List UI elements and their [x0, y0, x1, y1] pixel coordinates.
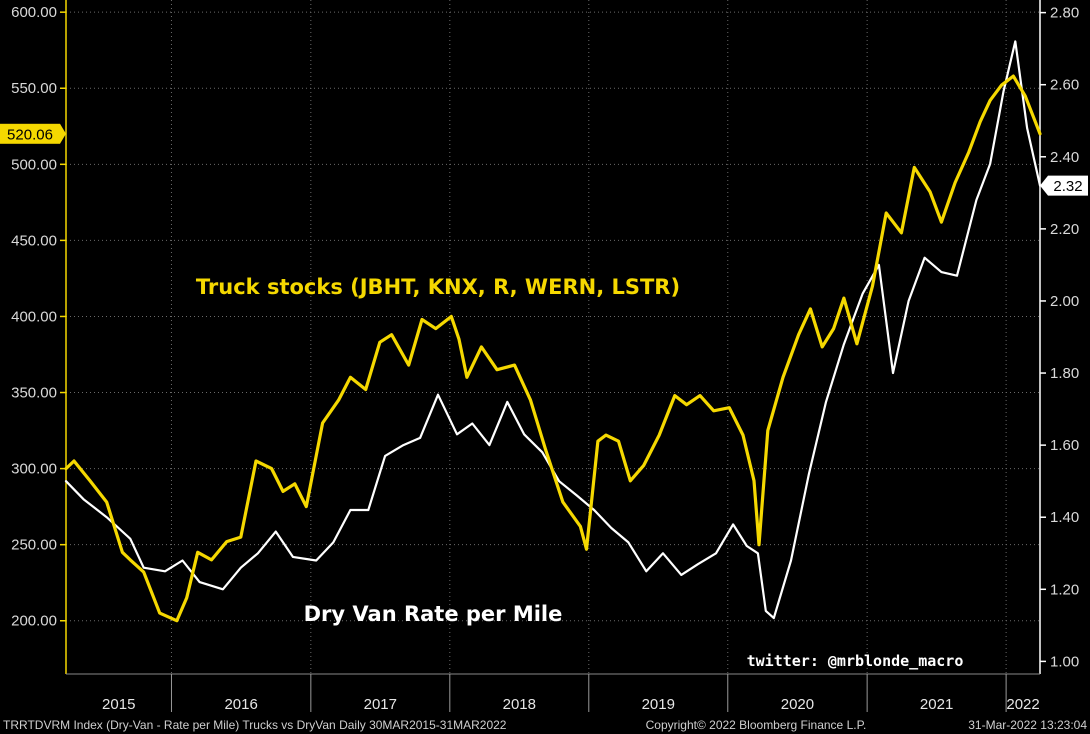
footer-index-description: TRRTDVRM Index (Dry-Van - Rate per Mile)…	[3, 718, 507, 732]
right-tick-label: 2.40	[1050, 149, 1079, 166]
year-tick-label: 2017	[364, 696, 397, 713]
right-axis-ticks: 1.00 1.20 1.40 1.60 1.80 2.00 2.20 2.40 2.60 2.80	[1040, 5, 1079, 670]
truck-stocks-line	[64, 74, 1042, 623]
x-axis-ticks: 2015 2016 2017 2018 2019 2020 2021 2022	[102, 674, 1040, 713]
year-tick-label: 2021	[920, 696, 953, 713]
year-tick-label: 2020	[781, 696, 814, 713]
right-tick-label: 1.60	[1050, 437, 1079, 454]
left-tick-label: 350.00	[11, 385, 57, 402]
right-tick-label: 1.80	[1050, 365, 1079, 382]
footer-timestamp: 31-Mar-2022 13:23:04	[968, 718, 1087, 732]
year-tick-label: 2019	[642, 696, 675, 713]
footer-copyright: Copyright© 2022 Bloomberg Finance L.P.	[646, 718, 867, 732]
stocks-last-value-text: 520.06	[7, 126, 53, 143]
stocks-last-value-badge	[0, 123, 60, 144]
left-tick-label: 600.00	[11, 4, 57, 21]
year-tick-label: 2016	[224, 696, 257, 713]
right-tick-label: 1.00	[1050, 653, 1079, 670]
left-tick-label: 250.00	[11, 537, 57, 554]
left-tick-label: 550.00	[11, 80, 57, 97]
van-series-label: Dry Van Rate per Mile	[304, 602, 563, 626]
dry-van-rate-line	[64, 40, 1042, 620]
van-last-value-badge	[1040, 175, 1088, 196]
grid-lines	[66, 0, 1040, 674]
right-tick-label: 2.60	[1050, 77, 1079, 94]
right-tick-label: 2.80	[1050, 5, 1079, 22]
left-tick-label: 200.00	[11, 613, 57, 630]
series-lines	[64, 40, 1042, 623]
right-tick-label: 1.20	[1050, 581, 1079, 598]
right-tick-label: 1.40	[1050, 509, 1079, 526]
van-last-value-text: 2.32	[1053, 178, 1082, 195]
left-tick-label: 300.00	[11, 461, 57, 478]
right-tick-label: 2.20	[1050, 221, 1079, 238]
year-tick-label: 2022	[1006, 696, 1039, 713]
stocks-series-label: Truck stocks (JBHT, KNX, R, WERN, LSTR)	[196, 275, 680, 299]
right-tick-label: 2.00	[1050, 293, 1079, 310]
stocks-badge-pointer	[60, 123, 66, 144]
left-axis-ticks: 200.00 250.00 300.00 350.00 400.00 450.00 500.…	[11, 4, 66, 630]
left-tick-label: 450.00	[11, 232, 57, 249]
left-tick-label: 400.00	[11, 308, 57, 325]
last-value-badges: 520.06 2.32	[0, 123, 1088, 196]
year-tick-label: 2018	[503, 696, 536, 713]
left-tick-label: 500.00	[11, 156, 57, 173]
twitter-credit: twitter: @mrblonde_macro	[747, 652, 964, 670]
year-tick-label: 2015	[102, 696, 135, 713]
